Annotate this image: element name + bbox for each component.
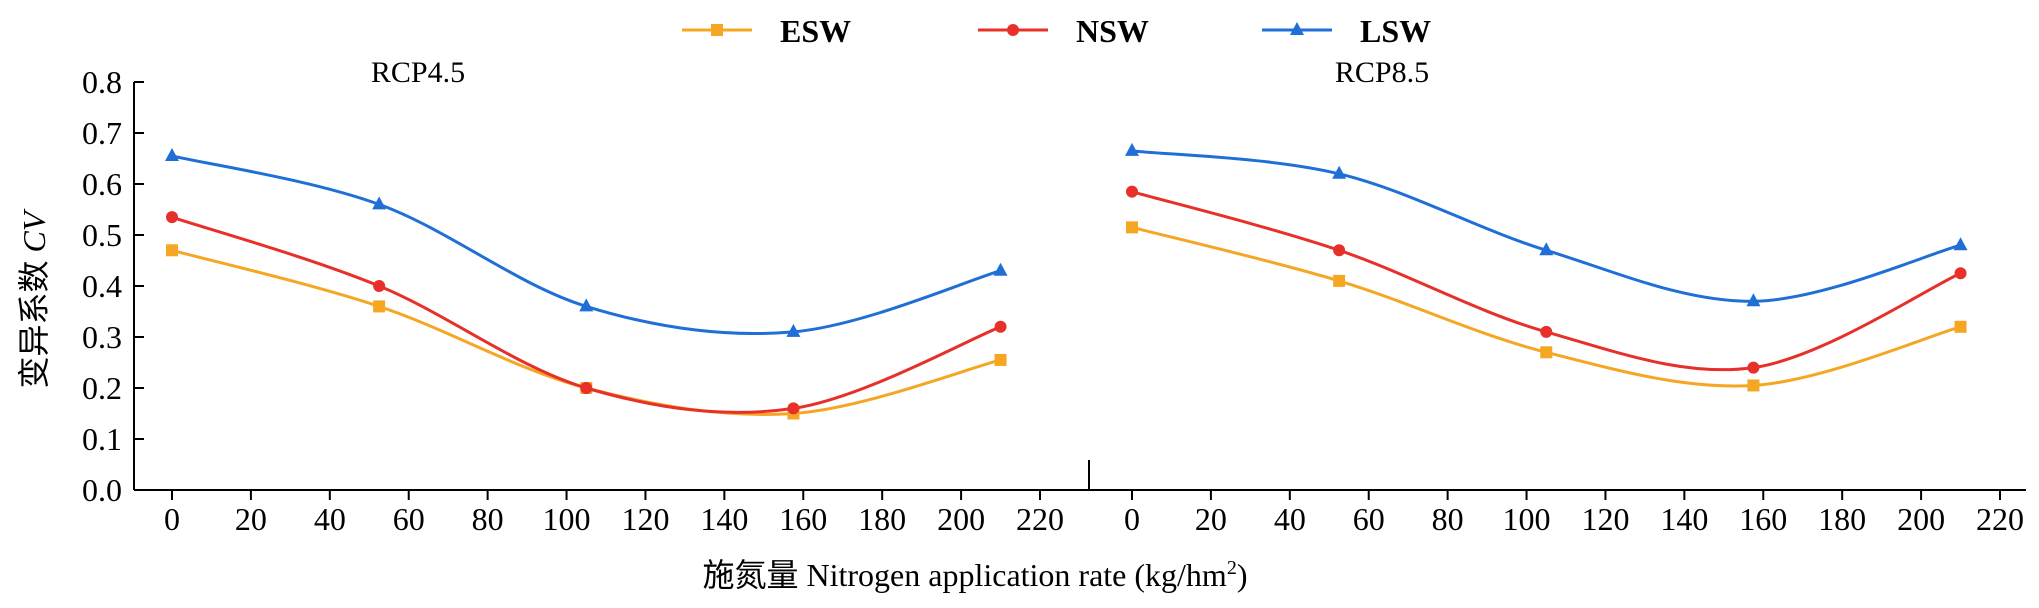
- x-tick-label: 20: [235, 501, 267, 537]
- data-point-lsw: [1953, 237, 1968, 251]
- data-point-lsw: [1332, 165, 1347, 179]
- x-tick-label: 60: [1353, 501, 1385, 537]
- x-axis-title-superscript: 2: [1227, 557, 1237, 579]
- legend-label: NSW: [1076, 13, 1149, 49]
- y-axis-title-prefix: 变异系数: [16, 252, 52, 388]
- x-tick-label: 40: [314, 501, 346, 537]
- legend-item-lsw: LSW: [1262, 13, 1431, 49]
- y-axis-title-symbol: CV: [16, 208, 52, 252]
- y-tick-label: 0.1: [82, 421, 122, 457]
- x-tick-label: 120: [621, 501, 669, 537]
- x-tick-label: 220: [1016, 501, 1064, 537]
- data-point-nsw: [1954, 267, 1967, 280]
- y-tick-label: 0.7: [82, 115, 122, 151]
- data-point-esw: [1540, 346, 1553, 359]
- panel-rcp85: RCP8.5: [1125, 56, 1968, 392]
- x-axis-title-suffix: ): [1237, 557, 1248, 593]
- y-tick-label: 0.4: [82, 268, 122, 304]
- data-point-esw: [994, 353, 1007, 366]
- legend-marker: [1007, 24, 1019, 36]
- panel-series-group: [165, 147, 1008, 420]
- data-point-nsw: [994, 320, 1007, 333]
- data-point-nsw: [787, 402, 800, 415]
- x-axis-title: 施氮量 Nitrogen application rate (kg/hm2): [703, 557, 1248, 593]
- data-point-nsw: [1126, 185, 1138, 198]
- data-point-nsw: [1333, 244, 1346, 257]
- x-tick-label: 180: [1818, 501, 1866, 537]
- x-tick-label: 180: [858, 501, 906, 537]
- x-axis: 0 20 40 60 80 100 120 140 160 180 200 220 0 20 40 60 80 1…: [134, 460, 2026, 537]
- series-line-nsw: [1131, 190, 1962, 372]
- x-tick-label: 160: [779, 501, 827, 537]
- y-tick-label: 0.6: [82, 166, 122, 202]
- data-point-nsw: [580, 382, 593, 394]
- data-point-esw: [373, 300, 386, 313]
- legend-label: ESW: [780, 13, 851, 49]
- x-tick-label: 200: [1897, 501, 1945, 537]
- x-tick-label: 100: [543, 501, 591, 537]
- data-point-esw: [166, 244, 178, 257]
- data-point-lsw: [1539, 242, 1554, 256]
- y-tick-label: 0.2: [82, 370, 122, 406]
- data-point-lsw: [993, 262, 1008, 276]
- x-axis-title-prefix: 施氮量 Nitrogen application rate (kg/hm: [703, 557, 1227, 593]
- data-point-lsw: [165, 147, 179, 161]
- legend-marker: [711, 24, 723, 36]
- y-axis: 0.0 0.1 0.2 0.3 0.4 0.5 0.6 0.7 0.8: [82, 64, 144, 508]
- x-tick-label: 60: [393, 501, 425, 537]
- data-point-nsw: [373, 280, 386, 292]
- x-tick-label: 80: [472, 501, 504, 537]
- x-tick-label: 120: [1581, 501, 1629, 537]
- panel-title: RCP8.5: [1335, 56, 1429, 89]
- data-point-esw: [1333, 274, 1346, 287]
- data-point-lsw: [786, 323, 801, 337]
- x-tick-label: 140: [700, 501, 748, 537]
- y-tick-label: 0.0: [82, 472, 122, 508]
- x-tick-label: 0: [164, 501, 180, 537]
- data-point-nsw: [1747, 361, 1760, 374]
- chart-legend: ESW NSW LSW: [682, 13, 1431, 49]
- x-tick-label: 200: [937, 501, 985, 537]
- x-tick-label: 220: [1976, 501, 2024, 537]
- x-tick-label: 100: [1503, 501, 1551, 537]
- legend-label: LSW: [1360, 13, 1431, 49]
- data-point-nsw: [166, 211, 178, 224]
- data-point-lsw: [372, 196, 387, 210]
- legend-item-nsw: NSW: [978, 13, 1149, 49]
- x-tick-label: 20: [1195, 501, 1227, 537]
- data-point-esw: [1126, 221, 1138, 234]
- data-point-lsw: [1125, 142, 1139, 156]
- y-tick-label: 0.3: [82, 319, 122, 355]
- x-tick-label: 40: [1274, 501, 1306, 537]
- data-point-lsw: [1746, 293, 1761, 307]
- x-tick-label: 160: [1739, 501, 1787, 537]
- data-point-esw: [1954, 320, 1967, 333]
- panel-rcp45: RCP4.5: [165, 56, 1008, 420]
- data-point-lsw: [579, 298, 594, 312]
- data-point-esw: [1747, 379, 1760, 392]
- data-point-nsw: [1540, 325, 1553, 338]
- panel-title: RCP4.5: [371, 56, 465, 89]
- x-tick-label: 0: [1124, 501, 1140, 537]
- legend-item-esw: ESW: [682, 13, 851, 49]
- legend-marker: [1290, 22, 1304, 35]
- x-tick-label: 140: [1660, 501, 1708, 537]
- y-tick-label: 0.8: [82, 64, 122, 100]
- y-axis-title: 变异系数 CV: [16, 208, 52, 388]
- x-tick-label: 80: [1432, 501, 1464, 537]
- y-tick-label: 0.5: [82, 217, 122, 253]
- panel-series-group: [1125, 142, 1968, 392]
